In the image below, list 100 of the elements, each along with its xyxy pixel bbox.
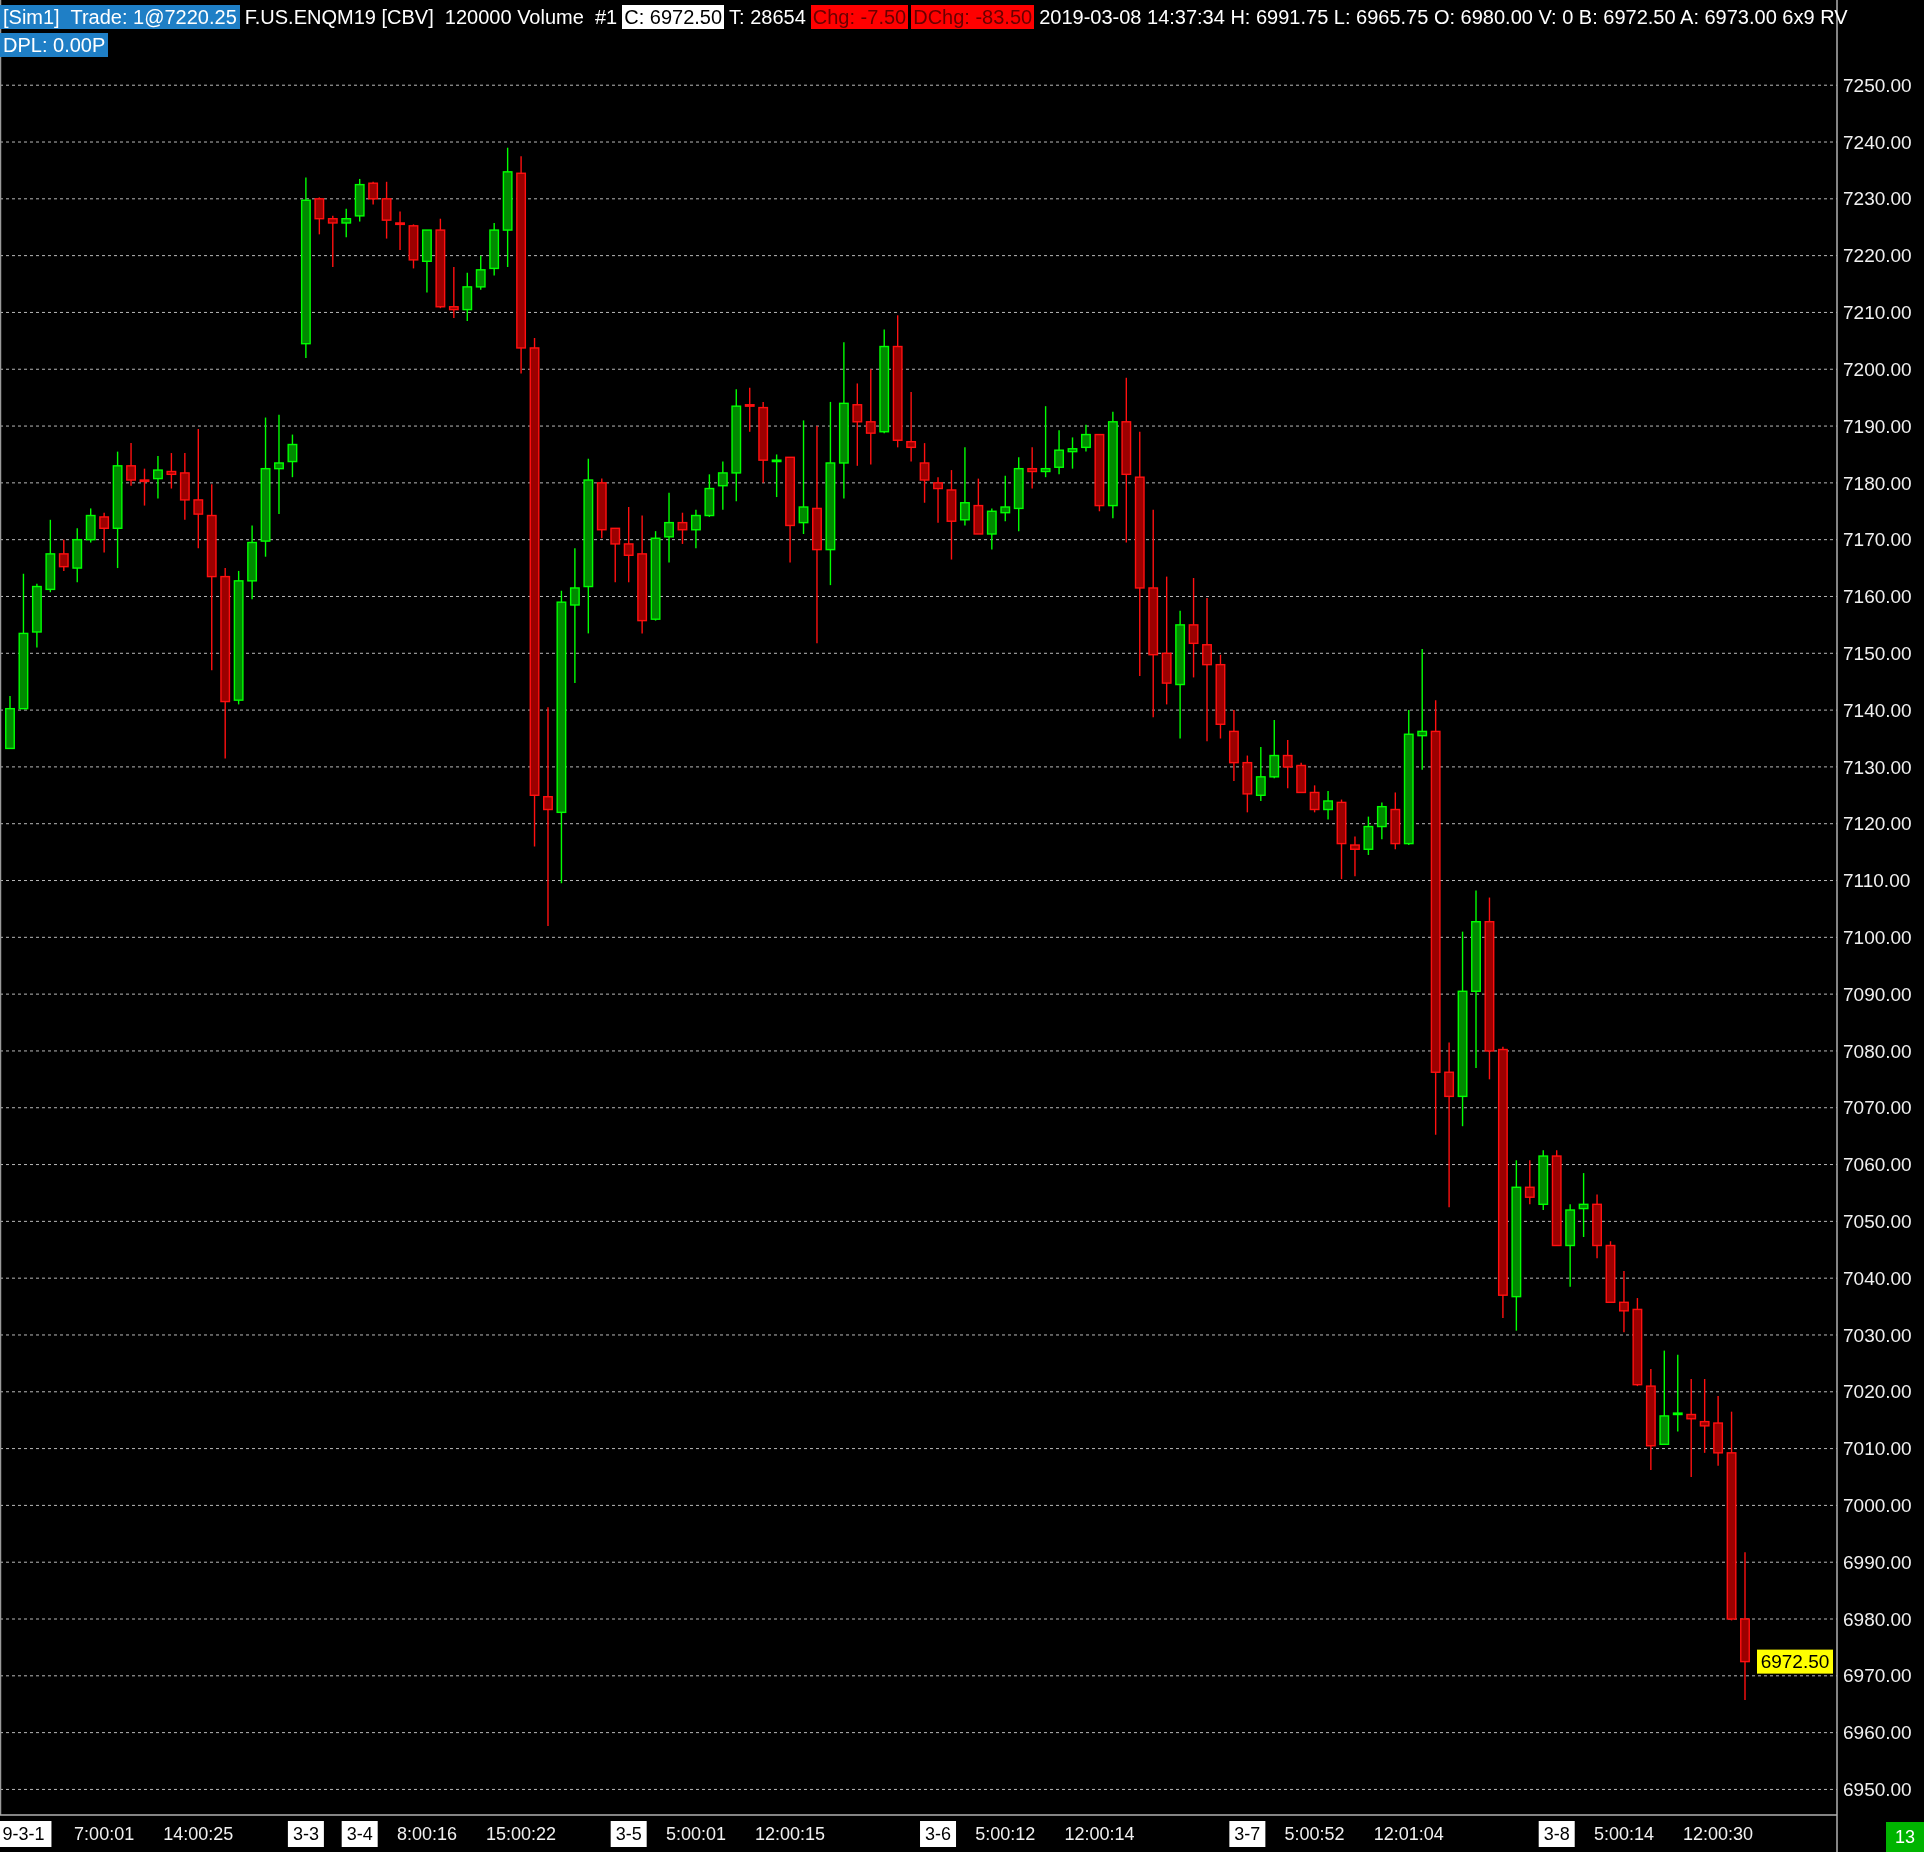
candlestick	[959, 446, 970, 527]
x-tick-label: 12:00:14	[1064, 1824, 1135, 1845]
candlestick	[569, 547, 580, 684]
candlestick	[341, 208, 352, 238]
candlestick	[1188, 577, 1199, 679]
candlestick	[1619, 1270, 1629, 1333]
x-tick-label: 8:00:16	[396, 1824, 457, 1845]
candlestick	[462, 271, 473, 322]
candlestick	[314, 196, 325, 236]
y-tick-label: 7080.00	[1843, 1040, 1912, 1062]
candlestick	[1269, 719, 1280, 779]
candlestick	[1040, 405, 1051, 478]
candlestick	[475, 254, 486, 291]
x-tick-label: 3-8	[1543, 1824, 1570, 1845]
x-tick-label: 15:00:22	[486, 1824, 557, 1845]
candlestick	[381, 181, 392, 240]
candlestick	[1323, 790, 1334, 821]
y-tick-label: 7130.00	[1843, 756, 1912, 778]
annotation: T: 28654	[728, 5, 807, 29]
x-tick-label: 3-5	[615, 1824, 642, 1845]
y-tick-label: 7170.00	[1843, 529, 1912, 551]
candlestick	[1282, 739, 1293, 789]
candlestick	[690, 509, 701, 549]
y-tick-label: 7190.00	[1843, 415, 1912, 437]
candlestick	[543, 706, 553, 927]
annotation: C: 6972.50	[622, 5, 725, 29]
text: 13	[1894, 1827, 1916, 1848]
y-tick-label: 7030.00	[1843, 1324, 1912, 1346]
candlestick	[1350, 835, 1360, 877]
y-tick-label: 6990.00	[1843, 1551, 1912, 1573]
candlestick	[1067, 436, 1078, 470]
annotation: 2019-03-08 14:37:34 H: 6991.75 L: 6965.75 O: 6980.00 V: 0 B: 6972.50 A: 6973.00 6x9 RV	[1038, 5, 1849, 29]
candlestick	[933, 476, 943, 524]
annotation: F.US.ENQM19 [CBV] 120000 Volume #1	[243, 5, 619, 29]
candlestick	[395, 210, 405, 251]
x-tick-label: 3-7	[1234, 1824, 1261, 1845]
y-tick-label: 7160.00	[1843, 586, 1912, 608]
y-tick-label: 7010.00	[1843, 1438, 1912, 1460]
x-tick-label: 14:00:25	[163, 1824, 234, 1845]
text: DPL: 0.00P	[0, 33, 109, 57]
candlestick	[287, 433, 298, 478]
y-tick-label: 7200.00	[1843, 358, 1912, 380]
x-tick-label: 5:00:12	[975, 1824, 1036, 1845]
candlestick	[798, 419, 809, 535]
y-tick-label: 6960.00	[1843, 1722, 1912, 1744]
text: 6972.50	[1760, 1651, 1830, 1673]
candlestick	[919, 442, 930, 504]
candlestick	[717, 460, 728, 511]
candlestick	[448, 266, 459, 319]
candlestick	[327, 215, 338, 268]
x-tick-label: 3-4	[346, 1824, 373, 1845]
candlestick	[852, 382, 863, 467]
candlestick	[986, 507, 997, 551]
candlestick	[1686, 1378, 1697, 1478]
candlestick	[1309, 784, 1320, 814]
annotation: DChg: -83.50	[911, 5, 1035, 29]
y-tick-label: 7230.00	[1843, 188, 1912, 210]
annotation: Chg: -7.50	[810, 5, 909, 29]
candlestick	[1081, 423, 1091, 453]
y-tick-label: 7100.00	[1843, 926, 1912, 948]
y-tick-label: 7220.00	[1843, 245, 1912, 267]
y-tick-label: 7150.00	[1843, 642, 1912, 664]
candlestick	[744, 387, 755, 433]
x-tick-label: 12:00:15	[755, 1824, 826, 1845]
y-tick-label: 7050.00	[1843, 1211, 1912, 1233]
y-tick-label: 6970.00	[1843, 1665, 1912, 1687]
y-tick-label: 7070.00	[1843, 1097, 1912, 1119]
candlestick	[1054, 429, 1065, 476]
candlestick	[166, 452, 177, 490]
y-tick-label: 7000.00	[1843, 1495, 1912, 1517]
y-tick-label: 6950.00	[1843, 1779, 1912, 1801]
y-tick-label: 7110.00	[1843, 870, 1911, 892]
candlestick	[368, 181, 379, 206]
candlestick	[1699, 1378, 1710, 1454]
y-tick-label: 7210.00	[1843, 302, 1912, 324]
x-tick-label: 5:00:14	[1593, 1824, 1654, 1845]
candlestick	[1376, 801, 1387, 841]
x-tick-label: 7:00:01	[74, 1824, 135, 1845]
x-tick-label: 3-3	[292, 1824, 319, 1845]
candlestick	[1578, 1172, 1589, 1238]
candlestick	[865, 368, 876, 466]
candlestick	[771, 453, 782, 498]
candlestick	[610, 527, 621, 583]
y-tick-label: 7020.00	[1843, 1381, 1912, 1403]
candlestick	[1417, 648, 1428, 771]
x-tick-label: 9-3-1	[2, 1824, 45, 1845]
y-tick-label: 7180.00	[1843, 472, 1912, 494]
x-tick-label: 3-6	[925, 1824, 952, 1845]
y-tick-label: 7140.00	[1843, 699, 1912, 721]
x-tick-label: 12:00:30	[1683, 1824, 1754, 1845]
x-tick-label: 12:01:04	[1373, 1824, 1444, 1845]
candlestick	[1363, 815, 1374, 856]
y-tick-label: 6980.00	[1843, 1608, 1912, 1630]
y-tick-label: 7040.00	[1843, 1267, 1912, 1289]
candlestick	[664, 492, 674, 564]
candlestick	[1255, 746, 1266, 802]
candlestick	[1202, 597, 1212, 743]
candlestick	[1672, 1354, 1683, 1433]
y-tick-label: 7250.00	[1843, 74, 1912, 96]
candlestick	[1000, 475, 1011, 522]
